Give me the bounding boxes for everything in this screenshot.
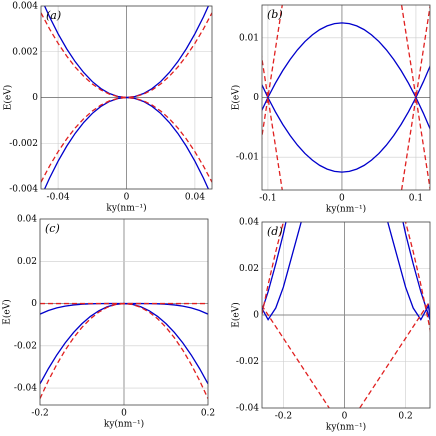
x-axis-label: ky(nm⁻¹)	[104, 419, 144, 430]
panel-label: (a)	[46, 9, 61, 22]
frame	[39, 218, 209, 406]
curve	[40, 302, 208, 399]
y-tick-label: -0.02	[14, 341, 37, 351]
x-tick-label: 0	[121, 409, 127, 419]
x-tick-label: -0.2	[31, 409, 48, 419]
curve	[387, 222, 430, 322]
y-tick-label: 0.004	[12, 2, 38, 12]
curve	[262, 222, 302, 321]
y-axis-label: E(eV)	[3, 85, 14, 110]
curve	[41, 96, 212, 183]
y-tick-label: 0	[253, 311, 259, 321]
y-tick-label: 0.04	[239, 218, 259, 228]
y-tick-label: 0.002	[12, 47, 38, 57]
x-tick-label: -0.04	[47, 193, 70, 203]
panel: -0.1 0 0.1 -0.01 0 0.01 (b) ky(nm⁻¹) E(eV)	[231, 4, 431, 215]
curve	[400, 5, 430, 190]
x-tick-label: 0.2	[398, 412, 412, 422]
y-tick-label: 0.01	[239, 33, 259, 43]
y-tick-label: 0	[31, 299, 37, 309]
y-tick-label: -0.004	[9, 185, 38, 195]
x-axis-label: ky(nm⁻¹)	[106, 203, 146, 214]
curve	[262, 64, 430, 173]
y-tick-label: -0.002	[9, 139, 38, 149]
x-tick-label: -0.1	[259, 194, 276, 204]
curve	[262, 304, 330, 408]
curves	[41, 6, 212, 189]
panel: -0.04 0 0.04 -0.004 -0.002 0 0.002 0.004 (a) ky(n…	[3, 2, 213, 214]
x-tick-label: 0.04	[185, 193, 205, 203]
y-axis-label: E(eV)	[2, 299, 13, 324]
y-tick-label: -0.04	[236, 404, 259, 414]
frame	[261, 221, 431, 409]
frame	[40, 5, 213, 190]
x-tick-label: -0.2	[275, 412, 292, 422]
panel: -0.2 0 0.2 -0.04 -0.02 0 0.02 0.04 (d) ky(nm⁻¹) E(…	[231, 218, 431, 433]
frame	[261, 4, 431, 191]
x-tick-label: 0	[339, 194, 345, 204]
curve	[262, 22, 430, 131]
curve	[400, 5, 430, 190]
y-axis-label: E(eV)	[231, 85, 242, 110]
curve	[262, 55, 283, 190]
y-tick-label: -0.04	[14, 384, 37, 394]
curves	[40, 302, 208, 399]
panel-label: (c)	[45, 222, 60, 235]
curve	[359, 299, 430, 408]
x-tick-label: 0.1	[409, 194, 423, 204]
y-axis-label: E(eV)	[231, 302, 242, 327]
panel: -0.2 0 0.2 -0.04 -0.02 0 0.02 0.04 (c) ky(nm⁻¹) E(…	[2, 215, 216, 430]
panel-label: (b)	[267, 8, 283, 21]
curve	[262, 5, 283, 140]
y-tick-label: 0	[32, 93, 38, 103]
y-tick-label: -0.01	[236, 153, 259, 163]
x-tick-label: 0.2	[201, 409, 215, 419]
x-tick-label: 0	[342, 412, 348, 422]
curves	[262, 5, 430, 190]
y-tick-label: 0	[253, 93, 259, 103]
y-tick-label: -0.02	[236, 357, 259, 367]
x-axis-label: ky(nm⁻¹)	[326, 422, 366, 433]
y-tick-label: 0.04	[17, 215, 37, 225]
curve	[41, 12, 212, 99]
y-tick-label: 0.02	[17, 257, 37, 267]
x-tick-label: 0	[124, 193, 130, 203]
panel-label: (d)	[267, 225, 283, 238]
curve	[262, 222, 287, 313]
curve	[43, 96, 210, 189]
y-tick-label: 0.02	[239, 264, 259, 274]
x-axis-label: ky(nm⁻¹)	[326, 204, 366, 215]
